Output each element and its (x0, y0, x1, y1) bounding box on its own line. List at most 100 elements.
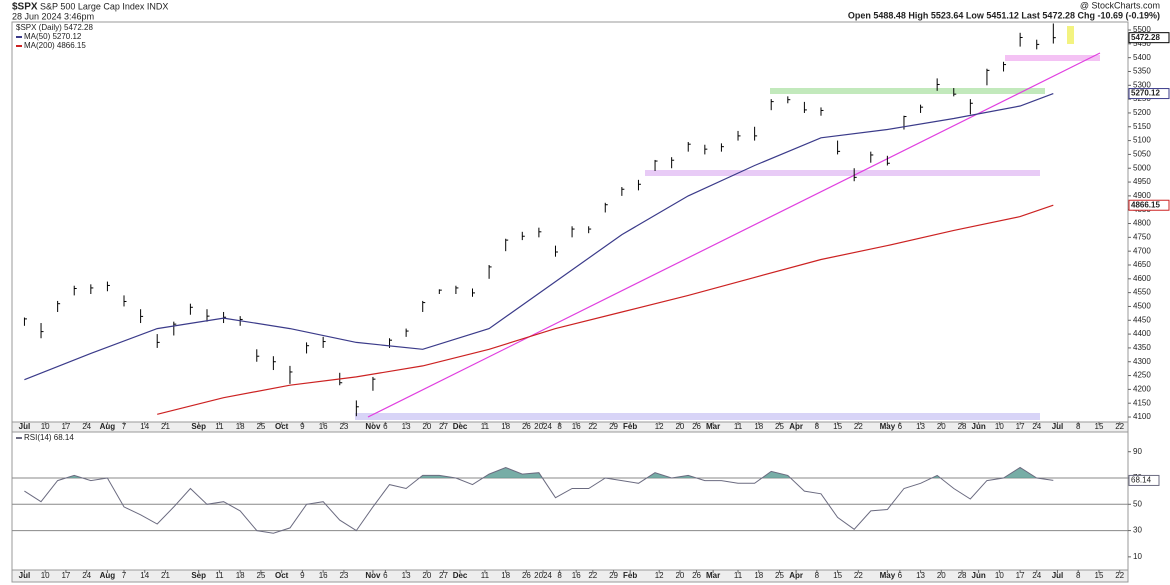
x-tick-label: 20 (422, 422, 431, 431)
x-tick-label: 9 (300, 422, 305, 431)
x-tick-label: Aug (100, 422, 116, 431)
symbol: $SPX (12, 2, 38, 13)
x-tick-label: 8 (1076, 571, 1081, 580)
x-tick-label: Feb (623, 422, 637, 431)
x-tick-label: 16 (572, 422, 581, 431)
x-tick-label: 20 (937, 571, 946, 580)
support-zone (355, 413, 1040, 420)
legend-entry: RSI(14) 68.14 (24, 433, 74, 442)
x-tick-label: Feb (623, 571, 637, 580)
x-tick-label: 14 (140, 422, 149, 431)
x-tick-label: 26 (522, 422, 531, 431)
y-tick-label: 5050 (1133, 150, 1151, 159)
x-tick-label: 2024 (534, 571, 552, 580)
x-tick-label: 11 (481, 422, 490, 431)
x-tick-label: 22 (1115, 422, 1124, 431)
x-tick-label: 22 (854, 571, 863, 580)
y-tick-label: 4900 (1133, 191, 1151, 200)
x-tick-label: 8 (557, 422, 562, 431)
y-tick-label: 90 (1133, 447, 1142, 456)
x-tick-label: 21 (161, 422, 170, 431)
y-tick-label: 4950 (1133, 177, 1151, 186)
y-tick-label: 5500 (1133, 25, 1151, 34)
date-strip (11, 569, 1129, 583)
x-tick-label: 24 (1032, 422, 1041, 431)
resistance-zone (770, 88, 1045, 94)
last-value-label: 68.14 (1131, 476, 1152, 485)
y-tick-label: 4100 (1133, 412, 1151, 421)
plot (12, 466, 1128, 534)
x-tick-label: 13 (402, 422, 411, 431)
x-tick-label: 2024 (534, 422, 552, 431)
y-tick-label: 4450 (1133, 315, 1151, 324)
y-tick-label: 4350 (1133, 343, 1151, 352)
x-tick-label: 18 (754, 422, 763, 431)
y-tick-label: 5400 (1133, 53, 1151, 62)
y-tick-label: 4500 (1133, 302, 1151, 311)
legend-entry: MA(50) 5270.12 (24, 32, 82, 41)
x-tick-label: 18 (236, 571, 245, 580)
plot (23, 23, 1056, 417)
y-tick-label: 4600 (1133, 274, 1151, 283)
last-value-box (1128, 32, 1170, 44)
x-tick-label: 24 (82, 571, 91, 580)
x-tick-label: 15 (833, 422, 842, 431)
support-zone (1005, 55, 1100, 61)
x-tick-label: 10 (41, 571, 50, 580)
y-tick-label: 4150 (1133, 398, 1151, 407)
x-tick-label: 28 (958, 422, 967, 431)
y-tick-label: 30 (1133, 526, 1142, 535)
x-tick-label: 29 (609, 422, 618, 431)
y-tick-label: 5200 (1133, 108, 1151, 117)
x-tick-label: Jul (1052, 571, 1064, 580)
x-tick-label: 7 (122, 571, 127, 580)
x-tick-label: 21 (161, 571, 170, 580)
support-zone (645, 170, 1040, 176)
y-tick-label: 4200 (1133, 384, 1151, 393)
x-tick-label: 27 (439, 422, 448, 431)
x-tick-label: 8 (1076, 422, 1081, 431)
y-tick-label: 4700 (1133, 246, 1151, 255)
x-tick-label: 10 (995, 422, 1004, 431)
x-tick-label: 18 (754, 571, 763, 580)
x-tick-label: 22 (854, 422, 863, 431)
x-tick-label: 20 (675, 571, 684, 580)
last-value-box (1128, 199, 1170, 211)
x-tick-label: Apr (789, 571, 803, 580)
highlight (1067, 26, 1074, 44)
timestamp: 28 Jun 2024 3:46pm (12, 11, 94, 21)
x-tick-label: Jul (19, 422, 31, 431)
x-tick-label: Mar (706, 422, 720, 431)
index-name: S&P 500 Large Cap Index INDX (40, 1, 168, 11)
x-tick-label: Aug (100, 571, 116, 580)
x-tick-label: 26 (692, 422, 701, 431)
y-tick-label: 5350 (1133, 67, 1151, 76)
x-tick-label: 11 (215, 571, 224, 580)
x-tick-label: 20 (937, 422, 946, 431)
x-tick-label: 24 (82, 422, 91, 431)
x-tick-label: 13 (916, 422, 925, 431)
x-tick-label: May (880, 422, 896, 431)
x-tick-label: 16 (572, 571, 581, 580)
x-tick-label: 12 (655, 571, 664, 580)
x-tick-label: 22 (588, 571, 597, 580)
x-tick-label: Nov (365, 571, 381, 580)
x-tick-label: Jun (972, 571, 986, 580)
x-tick-label: 18 (501, 422, 510, 431)
y-tick-label: 4800 (1133, 219, 1151, 228)
x-tick-label: 7 (122, 422, 127, 431)
x-tick-label: 11 (734, 422, 743, 431)
last-value-box (1128, 474, 1160, 486)
x-tick-label: 12 (655, 422, 664, 431)
x-tick-label: 17 (1016, 422, 1025, 431)
x-tick-label: Dec (453, 571, 468, 580)
x-tick-label: 8 (557, 571, 562, 580)
last-value-label: 4866.15 (1131, 200, 1160, 209)
x-tick-label: 25 (256, 571, 265, 580)
x-tick-label: 14 (140, 571, 149, 580)
legend-entry: MA(200) 4866.15 (24, 41, 86, 50)
x-tick-label: 16 (319, 422, 328, 431)
legend-entry: $SPX (Daily) 5472.28 (16, 23, 93, 32)
x-tick-label: 26 (522, 571, 531, 580)
y-tick-label: 10 (1133, 552, 1142, 561)
